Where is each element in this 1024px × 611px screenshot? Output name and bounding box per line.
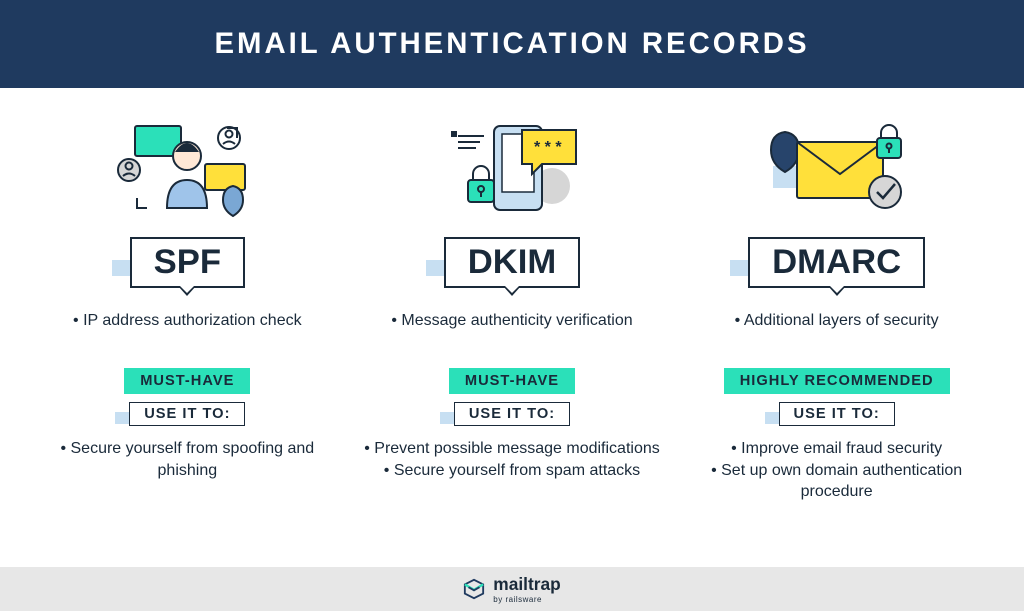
label-wrap-spf: SPF [130,232,245,292]
label-box-dmarc: DMARC [748,237,925,288]
badge-dkim: MUST-HAVE [449,368,575,394]
label-text: SPF [154,243,221,281]
label-wrap-dkim: DKIM [444,232,581,292]
footer-text: mailtrap by railsware [493,574,560,604]
label-box-dkim: DKIM [444,237,581,288]
use-bullet: Prevent possible message modifications [364,438,660,460]
label-wrap-dmarc: DMARC [748,232,925,292]
bullet: IP address authorization check [73,310,302,332]
description-spf: IP address authorization check [73,310,302,358]
use-bullet: Set up own domain authentication procedu… [687,460,987,503]
bullet: Additional layers of security [735,310,939,332]
badge-dmarc: HIGHLY RECOMMENDED [724,368,950,394]
column-dmarc: DMARC Additional layers of security HIGH… [687,108,987,503]
uses-dkim: Prevent possible message modifications S… [364,438,660,481]
illustration-spf [77,108,297,218]
header-bar: EMAIL AUTHENTICATION RECORDS [0,0,1024,88]
description-dkim: Message authenticity verification [391,310,632,358]
useit-label: USE IT TO: [779,402,895,426]
footer-byline: by railsware [493,595,560,604]
label-text: DMARC [772,243,901,281]
footer-brand: mailtrap [493,574,560,595]
use-bullet: Improve email fraud security [687,438,987,460]
uses-dmarc: Improve email fraud security Set up own … [687,438,987,503]
mailtrap-logo-icon [463,578,485,600]
uses-spf: Secure yourself from spoofing and phishi… [37,438,337,481]
page-title: EMAIL AUTHENTICATION RECORDS [214,27,809,61]
useit-label: USE IT TO: [454,402,570,426]
useit-wrap-spf: USE IT TO: [129,402,245,426]
column-dkim: * * * DKIM Message authenticity verifica… [362,108,662,481]
illustration-dkim: * * * [402,108,622,218]
description-dmarc: Additional layers of security [735,310,939,358]
footer-bar: mailtrap by railsware [0,567,1024,611]
bullet: Message authenticity verification [391,310,632,332]
illustration-dmarc [727,108,947,218]
useit-label: USE IT TO: [129,402,245,426]
column-spf: SPF IP address authorization check MUST-… [37,108,337,481]
badge-spf: MUST-HAVE [124,368,250,394]
useit-wrap-dmarc: USE IT TO: [779,402,895,426]
useit-wrap-dkim: USE IT TO: [454,402,570,426]
use-bullet: Secure yourself from spam attacks [364,460,660,482]
columns-container: SPF IP address authorization check MUST-… [0,88,1024,567]
use-bullet: Secure yourself from spoofing and phishi… [37,438,337,481]
label-box-spf: SPF [130,237,245,288]
label-text: DKIM [468,243,557,281]
svg-text:* * *: * * * [534,139,562,156]
